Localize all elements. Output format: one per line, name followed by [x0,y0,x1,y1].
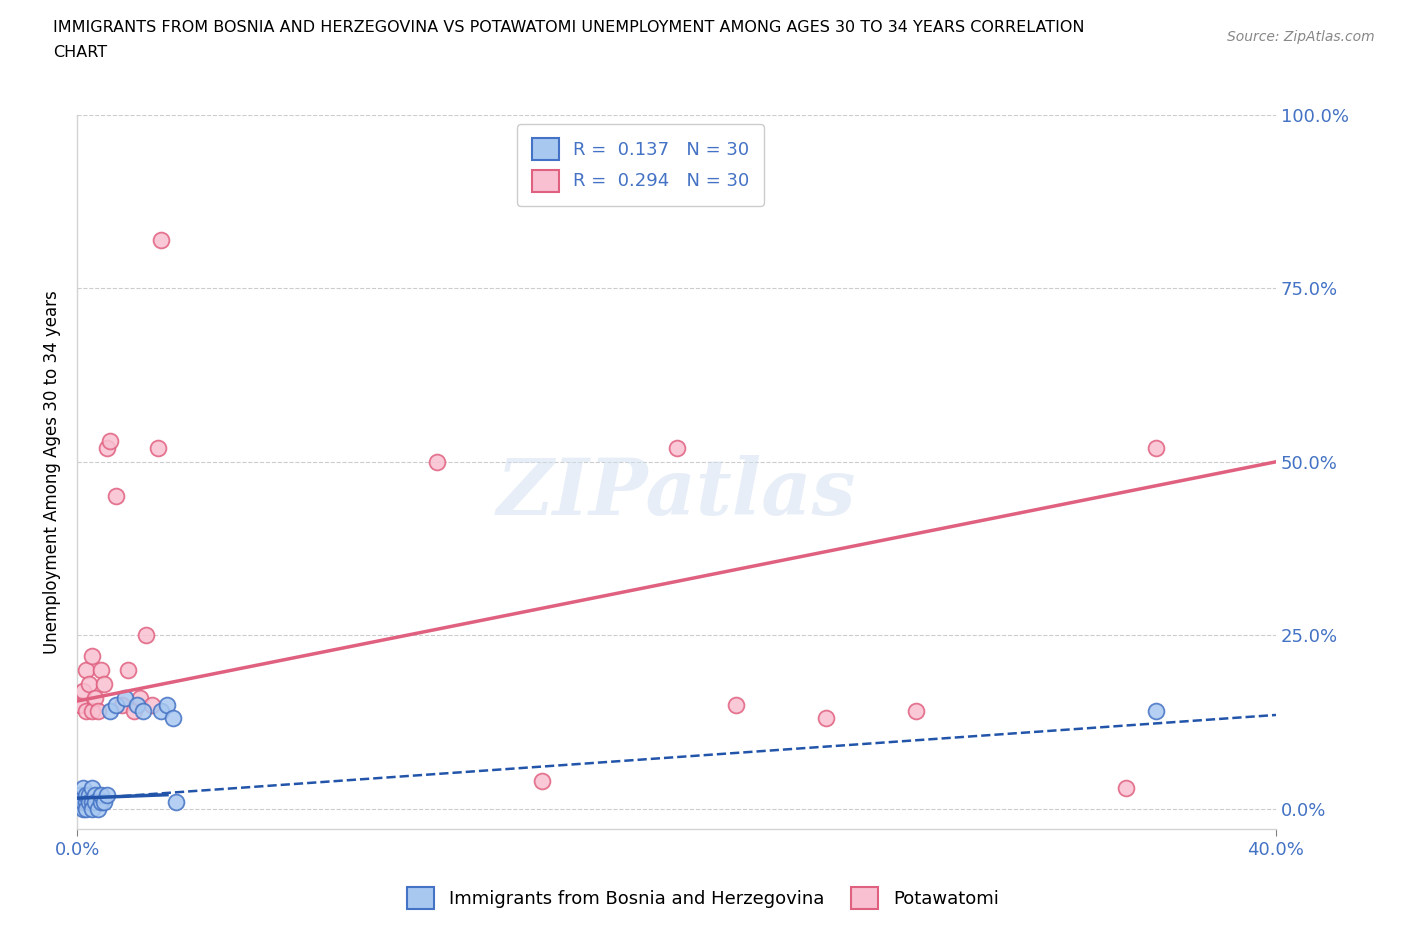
Point [150,232,173,247]
Point [162,711,184,725]
Point [72,684,94,698]
Point [80,780,103,795]
Point [84,690,107,705]
Point [111,698,134,712]
Point [122,704,145,719]
Text: IMMIGRANTS FROM BOSNIA AND HERZEGOVINA VS POTAWATOMI UNEMPLOYMENT AMONG AGES 30 : IMMIGRANTS FROM BOSNIA AND HERZEGOVINA V… [53,20,1085,35]
Point [98,433,121,448]
Point [75,704,97,719]
Point [114,690,136,705]
Point [156,698,179,712]
Point [75,662,97,677]
Point [75,801,97,816]
Text: Source: ZipAtlas.com: Source: ZipAtlas.com [1227,30,1375,44]
Point [98,704,121,719]
Point [80,648,103,663]
Point [80,801,103,816]
Point [125,698,148,712]
Point [90,794,112,809]
Point [1144,441,1167,456]
Point [815,711,838,725]
Point [129,690,152,705]
Point [77,794,100,809]
Point [90,788,112,803]
Point [117,662,139,677]
Point [72,794,94,809]
Point [75,794,97,809]
Point [665,441,688,456]
Point [1115,780,1137,795]
Point [87,704,110,719]
Point [77,788,100,803]
Point [96,788,118,803]
Point [93,794,115,809]
Point [96,441,118,456]
Point [105,698,128,712]
Point [93,676,115,691]
Point [530,774,553,789]
Point [146,441,169,456]
Point [105,489,128,504]
Point [84,794,107,809]
Point [72,801,94,816]
Point [72,780,94,795]
Point [75,788,97,803]
Legend: R =  0.137   N = 30, R =  0.294   N = 30: R = 0.137 N = 30, R = 0.294 N = 30 [517,124,763,206]
Text: ZIPatlas: ZIPatlas [496,456,856,532]
Point [132,704,155,719]
Y-axis label: Unemployment Among Ages 30 to 34 years: Unemployment Among Ages 30 to 34 years [44,290,60,654]
Point [905,704,928,719]
Point [87,801,110,816]
Point [80,704,103,719]
Point [84,788,107,803]
Point [150,704,173,719]
Point [426,455,449,470]
Point [1144,704,1167,719]
Point [135,628,157,643]
Legend: Immigrants from Bosnia and Herzegovina, Potawatomi: Immigrants from Bosnia and Herzegovina, … [401,880,1005,916]
Text: CHART: CHART [53,45,107,60]
Point [69,698,91,712]
Point [80,794,103,809]
Point [69,794,91,809]
Point [165,794,187,809]
Point [725,698,748,712]
Point [141,698,163,712]
Point [90,662,112,677]
Point [69,788,91,803]
Point [77,676,100,691]
